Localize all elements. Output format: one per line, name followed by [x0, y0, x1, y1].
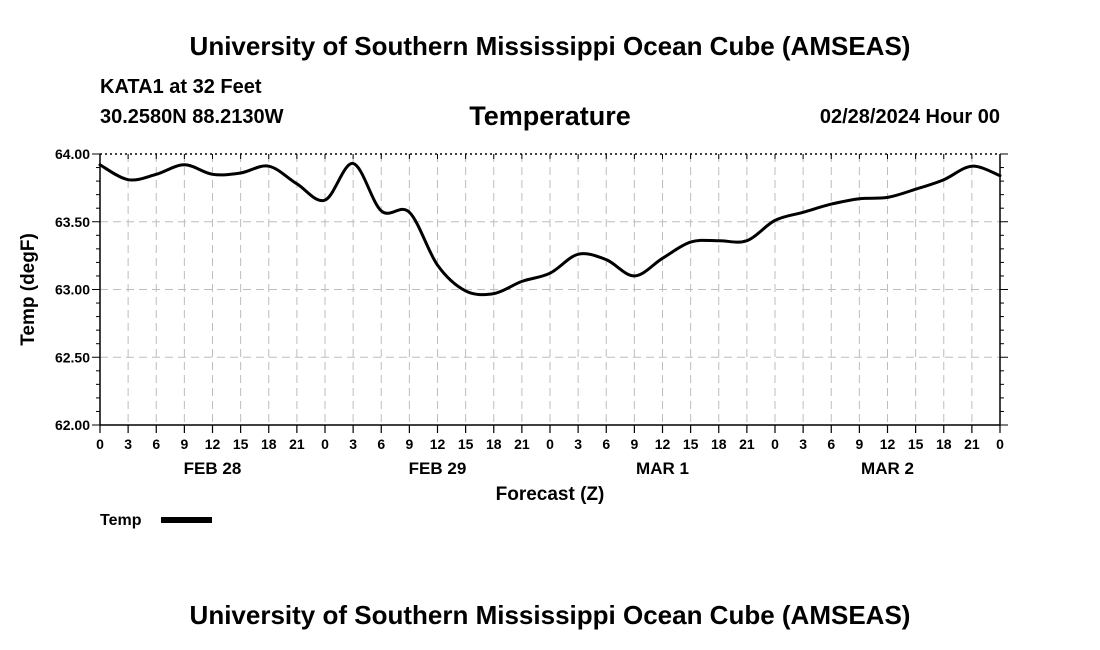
- x-tick-label: 3: [124, 436, 132, 452]
- x-tick-label: 9: [630, 436, 638, 452]
- x-tick-label: 18: [486, 436, 502, 452]
- x-tick-label: 21: [289, 436, 305, 452]
- x-tick-label: 3: [799, 436, 807, 452]
- day-label: MAR 1: [636, 459, 689, 478]
- y-axis-title: Temp (degF): [18, 233, 39, 346]
- x-tick-label: 6: [377, 436, 385, 452]
- x-tick-label: 15: [233, 436, 249, 452]
- forecast-run-date: 02/28/2024 Hour 00: [819, 106, 1000, 128]
- station-coordinates: 30.2580N 88.2130W: [100, 106, 284, 128]
- x-tick-label: 21: [514, 436, 530, 452]
- x-tick-label: 0: [321, 436, 329, 452]
- day-label: MAR 2: [861, 459, 914, 478]
- page-title: University of Southern Mississippi Ocean…: [189, 31, 911, 61]
- day-label: FEB 28: [184, 459, 242, 478]
- grid-layer: [100, 154, 1000, 425]
- x-tick-label: 0: [546, 436, 554, 452]
- y-tick-label: 64.00: [55, 146, 90, 162]
- x-tick-label: 12: [880, 436, 896, 452]
- x-tick-label: 0: [771, 436, 779, 452]
- legend-label: Temp: [100, 512, 142, 529]
- x-tick-label: 12: [430, 436, 446, 452]
- y-tick-label: 62.50: [55, 349, 90, 365]
- series-layer: [98, 162, 1002, 297]
- series-line-temp: [98, 162, 1002, 297]
- y-tick-label: 62.00: [55, 417, 90, 433]
- x-tick-label: 9: [180, 436, 188, 452]
- x-axis-title: Forecast (Z): [496, 484, 605, 505]
- x-tick-label: 9: [405, 436, 413, 452]
- x-tick-label: 12: [655, 436, 671, 452]
- x-tick-label: 6: [152, 436, 160, 452]
- x-tick-label: 18: [711, 436, 727, 452]
- x-tick-label: 3: [349, 436, 357, 452]
- day-label: FEB 29: [409, 459, 467, 478]
- x-tick-label: 6: [602, 436, 610, 452]
- x-tick-label: 15: [683, 436, 699, 452]
- x-tick-label: 21: [739, 436, 755, 452]
- x-tick-label: 3: [574, 436, 582, 452]
- x-tick-label: 0: [996, 436, 1004, 452]
- x-tick-label: 15: [908, 436, 924, 452]
- x-tick-label: 0: [96, 436, 104, 452]
- x-tick-label: 12: [205, 436, 221, 452]
- chart-title: Temperature: [469, 101, 631, 131]
- axis-frame: [92, 153, 1008, 433]
- x-tick-label: 6: [827, 436, 835, 452]
- x-tick-label: 15: [458, 436, 474, 452]
- y-tick-label: 63.50: [55, 214, 90, 230]
- x-tick-label: 18: [936, 436, 952, 452]
- y-tick-label: 63.00: [55, 282, 90, 298]
- footer-title: University of Southern Mississippi Ocean…: [189, 600, 911, 630]
- x-tick-label: 18: [261, 436, 277, 452]
- axis-labels: 62.00 62.50 63.00 63.50 64.00 0 3 6 9 12 15 18 21 0 3 6…: [18, 146, 1004, 529]
- station-label: KATA1 at 32 Feet: [100, 76, 262, 98]
- x-tick-label: 21: [964, 436, 980, 452]
- x-tick-label: 9: [855, 436, 863, 452]
